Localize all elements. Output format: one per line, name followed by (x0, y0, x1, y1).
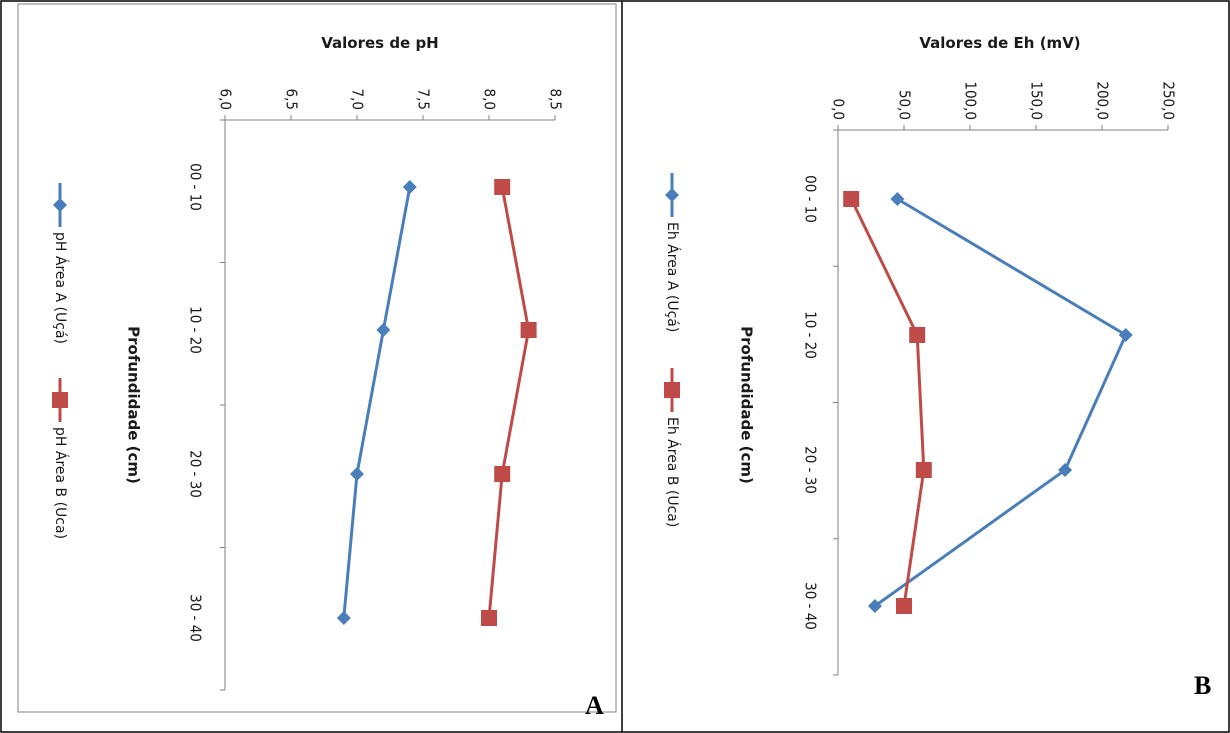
category-label: 30 - 40 (802, 582, 820, 630)
value-tick-label: 8,0 (481, 89, 499, 110)
value-tick-label: 0,0 (830, 99, 848, 120)
value-tick-label: 50,0 (896, 90, 914, 120)
data-point-diamond (1058, 463, 1073, 477)
data-point-square (520, 322, 537, 338)
value-tick-label: 8,5 (547, 89, 565, 110)
value-tick-label: 150,0 (1028, 81, 1046, 120)
series-line (874, 197, 1128, 608)
data-point-square (896, 598, 912, 614)
value-tick-label: 7,5 (415, 89, 433, 110)
data-point-diamond (1118, 328, 1133, 342)
data-point-diamond (402, 180, 417, 194)
value-axis-title: Valores de pH (321, 34, 439, 52)
value-tick-label: 6,5 (283, 89, 301, 110)
value-tick-label: 7,0 (349, 89, 367, 110)
data-point-diamond (350, 467, 364, 481)
legend-label: pH Área A (Uçá) (52, 232, 69, 344)
legend-label: Eh Área A (Uçá) (664, 222, 681, 332)
series-line (849, 198, 926, 607)
legend-label: pH Área B (Uca) (52, 427, 69, 539)
value-axis-title: Valores de Eh (mV) (919, 34, 1080, 52)
category-axis-title: Profundidade (cm) (125, 326, 143, 484)
data-point-square (494, 179, 511, 195)
data-point-square (909, 327, 926, 343)
data-point-diamond (376, 323, 391, 337)
category-label: 20 - 30 (802, 446, 820, 494)
legend-label: Eh Área B (Uca) (664, 417, 681, 527)
chart-b-eh: 0,0 50,0 100,0 150,0 200,0 250,0 00 - 10 10 - 2… (664, 34, 1178, 676)
data-point-diamond (336, 611, 351, 625)
data-point-diamond (890, 192, 905, 206)
category-label: 10 - 20 (187, 306, 205, 354)
data-point-square (915, 462, 932, 478)
category-label: 00 - 10 (802, 175, 820, 223)
category-label: 30 - 40 (187, 594, 205, 642)
legend-marker-diamond (53, 198, 67, 212)
legend-marker-diamond (665, 188, 679, 202)
category-axis-title: Profundidade (cm) (738, 326, 756, 484)
value-tick-label: 250,0 (1160, 81, 1178, 120)
series-line (342, 186, 412, 619)
value-tick-label: 6,0 (217, 89, 235, 110)
value-tick-label: 200,0 (1094, 81, 1112, 120)
value-tick-label: 100,0 (962, 81, 980, 120)
panel-label-b: B (1194, 671, 1211, 700)
data-point-diamond (867, 599, 882, 613)
data-point-square (843, 191, 860, 207)
data-point-square (481, 610, 497, 626)
panel-label-a: A (585, 691, 604, 720)
chart-a-ph: 6,0 6,5 7,0 7,5 8,0 8,5 00 - 10 10 - 20 20 - 30 3… (52, 34, 565, 691)
legend-marker-square (52, 392, 68, 408)
chart-a-area-border (17, 3, 617, 713)
data-point-square (494, 466, 511, 482)
category-label: 10 - 20 (802, 311, 820, 359)
category-label: 20 - 30 (187, 450, 205, 498)
series-line (487, 186, 531, 619)
category-label: 00 - 10 (187, 163, 205, 211)
legend-marker-square (664, 382, 680, 398)
